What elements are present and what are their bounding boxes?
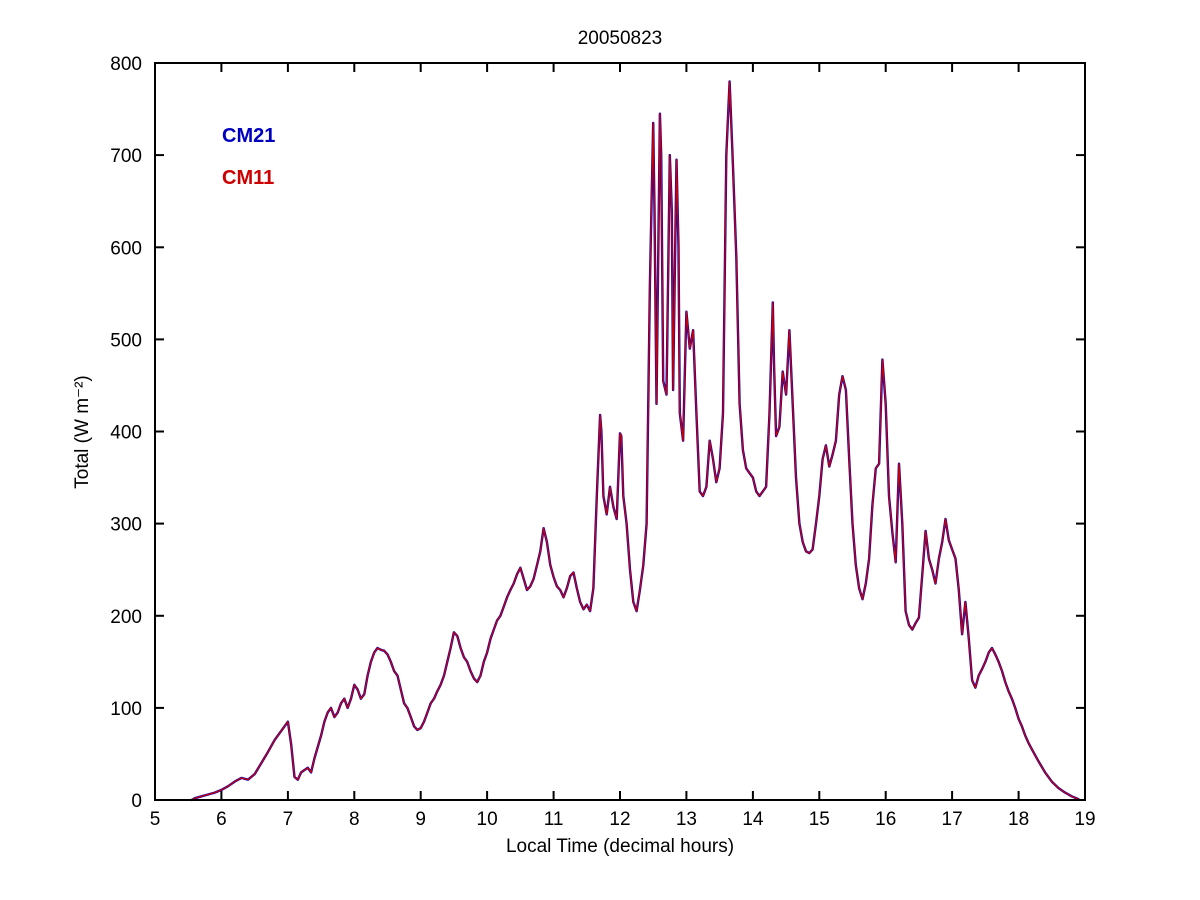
- x-tick-label: 7: [283, 809, 294, 830]
- x-tick-label: 8: [349, 809, 360, 830]
- x-tick-label: 13: [676, 809, 697, 830]
- y-tick-label: 800: [110, 54, 142, 75]
- y-tick-label: 100: [110, 699, 142, 720]
- y-tick-label: 700: [110, 146, 142, 167]
- y-tick-label: 500: [110, 330, 142, 351]
- chart-title: 20050823: [578, 28, 663, 49]
- series-line-cm11: [190, 80, 1080, 801]
- x-tick-label: 14: [742, 809, 764, 830]
- x-tick-label: 10: [477, 809, 498, 830]
- y-tick-label: 600: [110, 238, 142, 259]
- x-tick-label: 19: [1074, 809, 1095, 830]
- plot-border: [154, 62, 1086, 801]
- x-tick-label: 15: [809, 809, 830, 830]
- x-tick-label: 11: [544, 809, 564, 830]
- plot-layer: 5 6 7 8 9 10 11 12 13 14 15 16 17 18 19 0 100 200 300 400 50…: [110, 54, 1095, 830]
- series-line-cm21: [190, 80, 1080, 802]
- y-tick-label: 300: [110, 515, 142, 536]
- x-tick-label: 18: [1008, 809, 1029, 830]
- y-tick-label: 0: [131, 791, 142, 812]
- legend-label-cm21: CM21: [222, 125, 275, 147]
- x-tick-label: 5: [150, 809, 161, 830]
- x-tick-label: 9: [415, 809, 426, 830]
- y-tick-label: 400: [110, 423, 142, 444]
- y-axis-label: Total (W m⁻²): [72, 375, 93, 488]
- x-tick-label: 6: [216, 809, 227, 830]
- x-tick-label: 12: [609, 809, 630, 830]
- x-axis-label: Local Time (decimal hours): [506, 836, 734, 857]
- legend-label-cm11: CM11: [222, 167, 274, 189]
- x-tick-label: 17: [942, 809, 963, 830]
- x-tick-label: 16: [875, 809, 896, 830]
- y-tick-label: 200: [110, 607, 142, 628]
